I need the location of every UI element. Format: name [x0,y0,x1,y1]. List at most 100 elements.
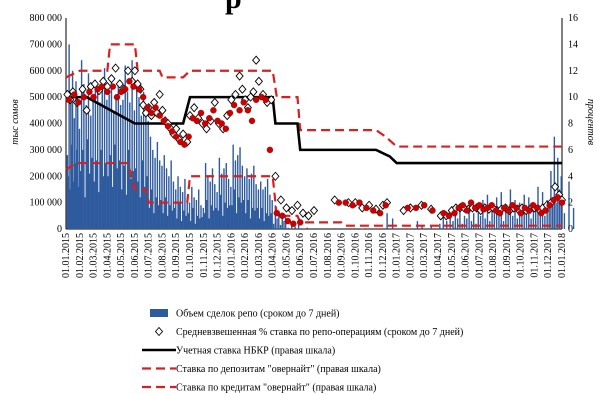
oneday-rate-point [210,107,217,114]
wavg-rate-point [139,100,148,110]
volume-bar [227,178,230,229]
volume-bar [265,213,268,229]
oneday-rate-point [104,88,111,96]
volume-bar [470,221,473,229]
volume-bar [171,210,173,229]
volume-bar [568,181,570,229]
volume-bar [266,178,269,229]
oneday-rate-point [218,120,225,127]
x-tick-label: 01.01.2015 [61,233,72,278]
volume-bar [101,86,103,229]
volume-bar [192,207,194,229]
volume-bar [179,186,182,229]
volume-bar [251,207,254,229]
volume-bar [119,105,122,229]
oneday-rate-point [173,133,180,140]
volume-bar [505,205,507,229]
oneday-rate-point [476,202,483,209]
oneday-rate-point [181,141,188,148]
oneday-rate-point [505,207,512,214]
volume-bar [306,227,308,229]
volume-bar [175,189,177,229]
volume-bar [96,91,99,229]
oneday-rate-point [404,204,411,212]
x-tick-label: 01.07.2015 [144,233,155,278]
volume-bar [86,139,89,229]
volume-bar [548,205,550,229]
x-tick-label: 01.12.2015 [213,233,224,278]
oneday-rate-point [370,207,377,214]
oneday-rate-point [412,204,420,212]
volume-bar [122,99,124,229]
x-tick-label: 01.03.2017 [419,233,430,278]
volume-bar [212,210,215,229]
volume-bar [551,197,554,229]
volume-bar [84,197,86,229]
oneday-rate-point [429,207,436,214]
volume-bar [202,207,204,229]
x-tick-label: 01.05.2017 [447,233,458,278]
volume-bar [149,136,152,229]
oneday-rate-point [558,199,566,206]
volume-bar [193,197,195,229]
volume-bar [230,186,232,229]
oneday-rate-point [71,91,78,98]
volume-bar [144,186,146,229]
volume-bar [491,207,493,229]
oneday-rate-point [126,78,133,85]
volume-bar [217,210,219,229]
volume-bar [214,184,216,229]
volume-bar [269,194,271,229]
volume-bar [260,181,262,229]
volume-bar [82,149,84,230]
volume-bar [247,199,249,229]
oneday-rate-point [244,107,252,114]
volume-bar [115,97,117,230]
oneday-rate-point [279,212,286,220]
x-tick-label: 01.06.2016 [295,233,306,278]
volume-bar [152,149,154,230]
volume-bar [361,228,364,229]
oneday-rate-point [75,99,82,106]
oneday-rate-point [290,220,297,227]
oneday-rate-point [488,202,495,209]
volume-bar [66,155,69,229]
oneday-rate-point [164,122,172,130]
volume-bar [75,81,77,229]
legend-item-credit: Ставка по кредитам "овернайт" (правая шк… [142,383,376,394]
chart-title: р [225,0,242,15]
wavg-rate-point [123,66,133,76]
volume-bar [206,199,208,229]
y-left-tick-label: 500 000 [30,92,63,103]
legend-label: Средневзвешенная % ставка по репо-операц… [176,327,463,338]
volume-bar [103,68,106,229]
x-tick-label: 01.04.2017 [433,233,444,278]
volume-bar [123,165,125,229]
oneday-rate-point [284,217,292,225]
volume-bar [108,94,110,230]
oneday-rate-point [262,96,269,103]
wavg-rate-point [179,129,188,139]
oneday-rate-point [109,83,117,90]
x-tick-label: 01.09.2015 [171,233,182,278]
y-right-tick-label: 10 [568,92,578,103]
x-tick-label: 01.01.2018 [557,233,568,278]
volume-bar [484,218,486,229]
volume-bar [240,202,242,230]
credit-rate-line [65,43,562,148]
volume-bar [73,118,75,229]
volume-bar [72,181,75,229]
oneday-rate-point [525,207,533,214]
volume-bar [234,160,237,229]
y-right-tick-label: 4 [568,171,573,182]
volume-bar [209,181,211,229]
volume-bar [163,155,165,229]
volume-bar [215,207,217,229]
legend-swatch [154,326,164,337]
volume-bar [294,226,296,229]
wavg-rate-point [271,171,280,181]
volume-bar [184,178,186,229]
oneday-rate-point [248,117,256,125]
volume-bar [111,186,114,229]
